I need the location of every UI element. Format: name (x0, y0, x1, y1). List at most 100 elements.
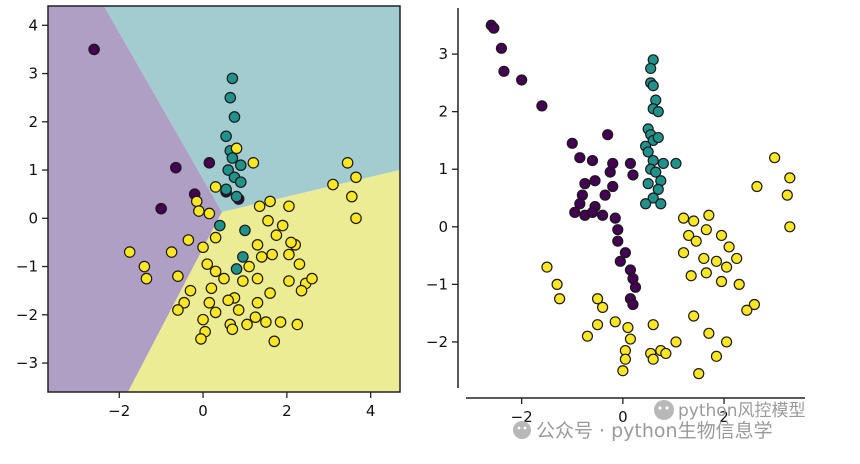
plot1-point-teal (220, 130, 232, 143)
plot2-point-purple (579, 178, 591, 190)
plot1-y-tick-label: −3 (16, 354, 38, 372)
plot1-point-yellow (350, 171, 362, 184)
plot1-point-yellow (285, 236, 297, 249)
plot1-point-yellow (232, 304, 245, 316)
plot1-point-teal (230, 190, 243, 203)
plot1-point-yellow (306, 272, 318, 285)
plot2-point-yellow (710, 350, 723, 362)
plot2-point-teal (655, 198, 667, 210)
plot1-point-yellow (203, 296, 216, 309)
plot1-point-yellow (205, 282, 218, 295)
plot2-point-purple (627, 298, 639, 311)
plot2-point-yellow (660, 347, 672, 360)
plot2-point-purple (536, 100, 548, 112)
plot2-point-teal (657, 157, 669, 170)
plot2-point-yellow (784, 221, 796, 233)
plot1-point-yellow (190, 195, 203, 208)
plot1-point-yellow (237, 275, 249, 287)
plot1-point-yellow (123, 246, 136, 258)
plot1-point-yellow (327, 178, 339, 191)
plot1-point-yellow (241, 318, 253, 331)
plot1-point-yellow (341, 157, 354, 169)
plot2-point-purple (599, 189, 611, 201)
watermark-line2: 公众号 · python生物信息学 (536, 420, 773, 442)
plot1-point-yellow (276, 219, 289, 232)
plot2-point-yellow (677, 247, 690, 259)
plot2-y-tick-label: −2 (426, 333, 448, 351)
plot1-points (88, 43, 362, 348)
plot2-point-purple (627, 169, 639, 181)
plot2-point-teal (650, 166, 662, 178)
plot1-point-teal (228, 111, 241, 123)
plot2-point-teal (642, 178, 654, 190)
plot1-point-yellow (283, 200, 295, 213)
plot1-point-yellow (209, 231, 222, 244)
plot1-point-yellow (274, 316, 287, 328)
plot2-point-purple (612, 224, 624, 236)
plot2-point-yellow (554, 293, 566, 305)
projection-plot: −2 0 2 −2 −1 0 1 2 3 (426, 8, 805, 426)
plot1-y-tick-label: −2 (16, 306, 38, 324)
plot1-point-yellow (255, 251, 268, 263)
plot2-y-tick-label: 3 (438, 45, 448, 63)
plot2-point-purple (619, 247, 631, 259)
plot1-point-yellow (247, 157, 260, 169)
plot2-point-teal (640, 198, 652, 210)
plot2-point-yellow (703, 327, 715, 339)
plot1-point-purple (155, 202, 167, 215)
plot2-point-purple (612, 235, 624, 247)
plot1-point-yellow (251, 296, 264, 309)
plot2-point-yellow (591, 293, 604, 305)
plot1-point-yellow (172, 304, 184, 316)
plot1-point-yellow (266, 248, 278, 261)
plot1-point-yellow (138, 260, 151, 273)
plot2-point-purple (586, 206, 599, 218)
plot1-point-yellow (197, 241, 209, 254)
plot2-points (485, 19, 796, 380)
plot2-point-yellow (647, 353, 659, 365)
plot2-point-teal (645, 62, 657, 75)
plot1-x-tick-label: 4 (366, 402, 376, 420)
plot2-point-purple (614, 255, 626, 267)
plot2-point-yellow (723, 241, 735, 253)
plot1-y-tick-label: 4 (28, 16, 38, 34)
plot2-point-yellow (685, 270, 697, 282)
region-purple (48, 6, 222, 392)
plot1-point-teal (224, 91, 237, 104)
plot2-point-purple (624, 157, 637, 170)
plot1-point-yellow (209, 265, 222, 278)
plot2-point-yellow (748, 298, 761, 311)
plot1-point-yellow (140, 272, 153, 285)
plot2-point-yellow (551, 278, 563, 290)
plot1-point-yellow (253, 200, 266, 213)
plot2-point-purple (604, 166, 616, 178)
wechat-icon-small (513, 421, 531, 439)
plot1-point-yellow (260, 316, 272, 328)
plot1-point-yellow (283, 248, 295, 261)
plot2-point-yellow (617, 365, 629, 377)
plot2-point-yellow (781, 189, 793, 201)
plot1-point-yellow (182, 234, 195, 246)
plot2-point-yellow (541, 261, 553, 273)
plot2-point-yellow (688, 310, 700, 322)
plot2-point-purple (498, 65, 510, 77)
plot1-point-yellow (197, 313, 209, 326)
plot2-point-teal (647, 192, 659, 204)
decision-boundary-plot: −2 0 2 4 −3 −2 −1 0 1 2 3 4 (16, 5, 401, 420)
plot2-point-yellow (622, 321, 634, 334)
plot2-point-teal (670, 157, 682, 170)
plot2-point-yellow (784, 172, 796, 184)
plot2-point-purple (609, 212, 621, 224)
plot1-point-yellow (350, 212, 362, 225)
plot2-y-tick-label: −1 (426, 275, 448, 293)
plot1-point-teal (230, 263, 243, 275)
plot1-point-yellow (195, 333, 207, 345)
plot1-point-purple (170, 161, 182, 174)
plot1-point-yellow (249, 311, 262, 324)
plot1-y-tick-label: 3 (28, 65, 38, 83)
plot2-point-purple (607, 180, 619, 193)
plot2-point-yellow (581, 330, 594, 342)
plot2-x-tick-label: −2 (511, 408, 533, 426)
plot2-point-yellow (591, 319, 604, 331)
plot2-point-purple (629, 281, 642, 293)
